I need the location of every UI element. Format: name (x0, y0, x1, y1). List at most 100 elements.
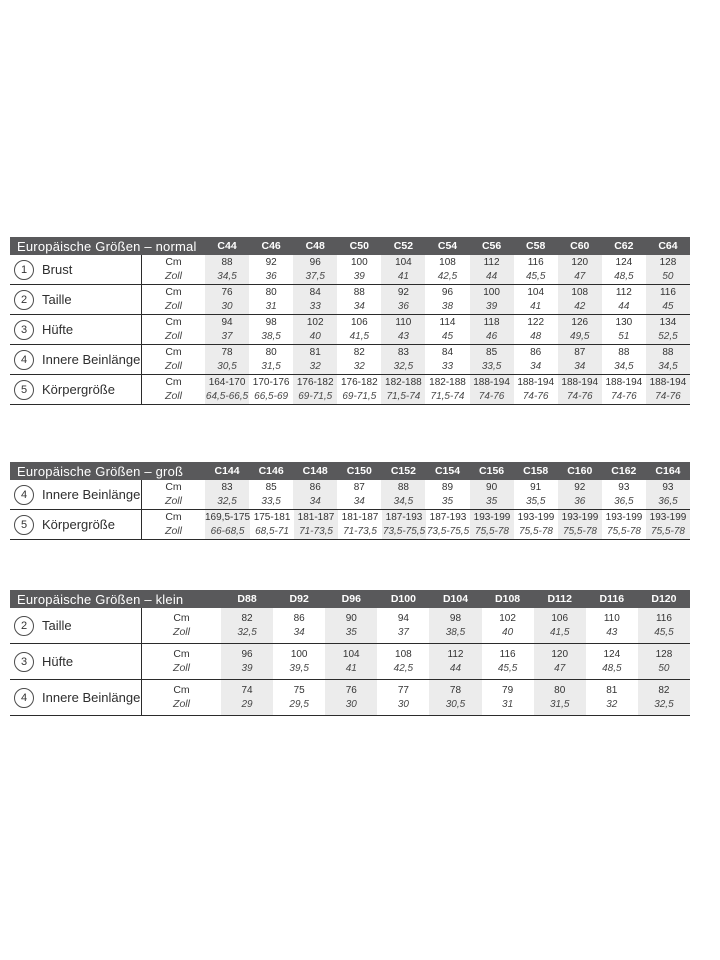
unit-label-cm: Cm (165, 481, 182, 493)
size-table-normal: Europäische Größen – normal C44 C46 C48 C50 C… (10, 237, 690, 405)
value-cm: 77 (397, 685, 409, 696)
column-header: C48 (305, 240, 325, 252)
column-header: C64 (658, 240, 678, 252)
value-zoll: 32 (353, 360, 365, 372)
unit-label-zoll: Zoll (165, 359, 182, 372)
value-cm: 116 (499, 649, 516, 660)
column-header: C164 (655, 465, 681, 477)
value-cell: 112 44 (469, 255, 514, 284)
unit-label-zoll: Zoll (165, 269, 182, 282)
value-cm: 124 (603, 649, 621, 660)
value-cell: 130 51 (602, 315, 646, 344)
value-zoll: 36 (574, 495, 586, 507)
value-cm: 128 (659, 257, 677, 268)
value-zoll: 48,5 (602, 662, 622, 674)
value-zoll: 30 (397, 698, 409, 710)
value-cell: 104 41 (325, 644, 378, 679)
unit-label-zoll: Zoll (165, 494, 182, 507)
value-zoll: 43 (397, 330, 409, 342)
value-cm: 94 (397, 613, 409, 624)
table-row: 2 Taille Cm Zoll 82 32,5 86 34 90 35 94 37 98 38,5 102… (10, 608, 690, 643)
value-cell: 188-194 74-76 (557, 375, 602, 404)
value-zoll: 35,5 (525, 495, 546, 507)
value-zoll: 41 (397, 270, 409, 282)
value-cell: 96 37,5 (293, 255, 338, 284)
value-cm: 76 (345, 685, 357, 696)
value-zoll: 66,5-69 (254, 390, 289, 402)
value-cell: 182-188 71,5-74 (425, 375, 469, 404)
value-zoll: 36 (265, 270, 277, 282)
value-cell: 88 34,5 (205, 255, 250, 284)
value-zoll: 75,5-78 (519, 525, 553, 537)
value-zoll: 38 (441, 300, 454, 312)
value-zoll: 75,5-78 (563, 525, 597, 537)
column-header: C144 (214, 465, 240, 477)
value-cm: 187-193 (429, 512, 467, 523)
value-zoll: 47 (554, 662, 566, 674)
value-cell: 86 34 (273, 608, 325, 643)
value-zoll: 43 (606, 626, 618, 638)
value-cell: 92 36 (381, 285, 426, 314)
value-cell: 108 42,5 (377, 644, 429, 679)
value-cell: 182-188 71,5-74 (381, 375, 426, 404)
value-cell: 87 34 (557, 345, 602, 374)
value-cell: 118 46 (469, 315, 514, 344)
unit-label-cm: Cm (165, 256, 182, 268)
value-cm: 181-187 (297, 512, 335, 523)
value-cell: 116 45,5 (637, 608, 690, 643)
value-cell: 122 48 (514, 315, 558, 344)
value-cell: 128 50 (645, 255, 690, 284)
value-cm: 88 (397, 482, 409, 493)
row-number-badge: 1 (14, 259, 34, 280)
value-cell: 187-193 73,5-75,5 (382, 510, 427, 539)
value-cm: 80 (265, 287, 277, 298)
value-cell: 124 48,5 (586, 644, 638, 679)
value-cell: 114 45 (425, 315, 469, 344)
value-cm: 114 (439, 317, 456, 328)
column-header: C56 (481, 240, 502, 252)
column-header: D116 (599, 593, 625, 605)
value-cm: 126 (571, 317, 589, 328)
value-cell: 112 44 (429, 644, 482, 679)
value-cm: 78 (221, 347, 233, 358)
value-zoll: 33 (309, 300, 321, 312)
value-cm: 96 (441, 287, 454, 298)
table-row: 5 Körpergröße Cm Zoll 169,5-175 66-68,5 175-18… (10, 509, 690, 539)
value-zoll: 68,5-71 (255, 525, 289, 537)
value-cm: 102 (499, 613, 516, 624)
value-cell: 116 45,5 (482, 644, 534, 679)
value-cell: 88 34 (337, 285, 381, 314)
value-cm: 170-176 (252, 377, 290, 388)
value-cm: 193-199 (517, 512, 555, 523)
value-zoll: 29 (241, 698, 253, 710)
value-cm: 92 (397, 287, 409, 298)
unit-cell: Cm Zoll (141, 255, 205, 284)
row-label: Innere Beinlänge (42, 352, 141, 367)
value-cm: 83 (397, 347, 409, 358)
value-zoll: 74-76 (566, 390, 593, 402)
column-header: C146 (258, 465, 284, 477)
value-cell: 188-194 74-76 (602, 375, 646, 404)
value-cm: 93 (662, 482, 674, 493)
value-cell: 181-187 71-73,5 (338, 510, 382, 539)
row-number-badge: 4 (14, 349, 34, 370)
unit-label-cm: Cm (173, 612, 190, 624)
value-cell: 100 39,5 (273, 644, 325, 679)
value-zoll: 50 (662, 270, 674, 282)
value-cell: 76 30 (325, 680, 378, 715)
column-header: D108 (495, 593, 521, 605)
value-zoll: 30,5 (217, 360, 237, 372)
table-row: 5 Körpergröße Cm Zoll 164-170 64,5-66,5 170-17… (10, 374, 690, 404)
column-header: D92 (289, 593, 309, 605)
value-zoll: 73,5-75,5 (426, 525, 470, 537)
value-zoll: 30,5 (445, 698, 466, 710)
value-cm: 104 (527, 287, 545, 298)
value-zoll: 41,5 (549, 626, 570, 638)
row-label: Innere Beinlänge (42, 487, 141, 502)
unit-cell: Cm Zoll (141, 285, 205, 314)
table-row: 2 Taille Cm Zoll 76 30 80 31 84 33 88 34 92 36 96 38 100… (10, 284, 690, 314)
row-label-cell: 5 Körpergröße (10, 375, 141, 404)
value-cm: 128 (655, 649, 673, 660)
value-cm: 110 (395, 317, 412, 328)
